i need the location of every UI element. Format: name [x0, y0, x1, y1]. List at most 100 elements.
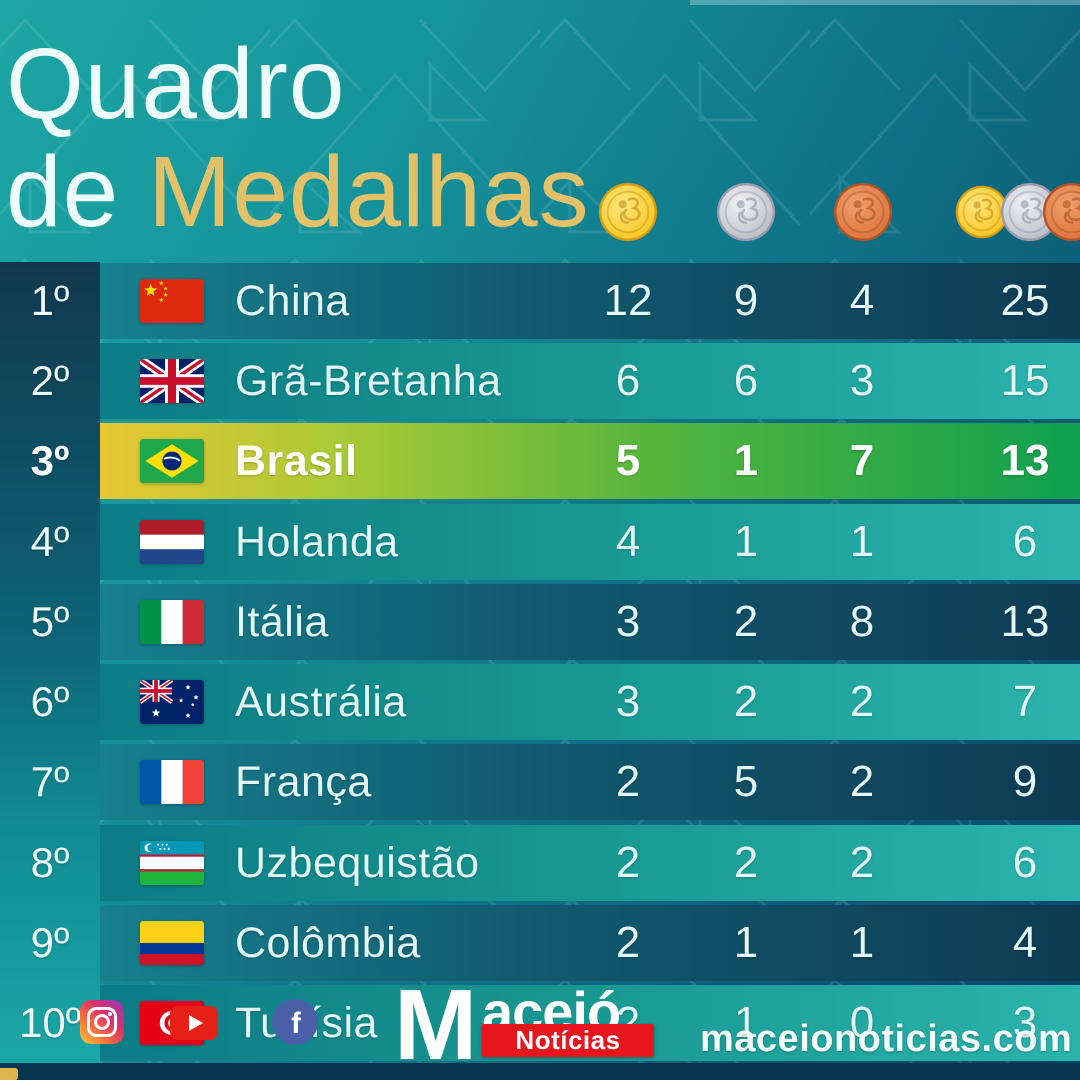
rank-column-strip	[0, 262, 100, 1063]
country-name: Brasil	[235, 437, 358, 485]
row-background	[100, 905, 1080, 981]
total-count: 15	[1000, 356, 1050, 405]
table-row-franca: 7º França 2 5 2 9	[0, 744, 1080, 820]
brand-logo-initial: M	[394, 969, 478, 1080]
silver-count: 6	[733, 356, 759, 405]
gold-medal-icon	[597, 181, 659, 248]
rank-label: 7º	[30, 758, 70, 805]
gold-count: 2	[615, 838, 641, 887]
all-medals-gold-icon	[954, 184, 1010, 245]
bronze-count: 1	[849, 517, 875, 566]
bronze-count: 1	[849, 918, 875, 967]
total-count: 4	[1012, 918, 1038, 967]
table-row-china: 1º China 12 9 4 25	[0, 263, 1080, 339]
uz-flag-icon	[140, 841, 204, 885]
silver-count: 2	[733, 597, 759, 646]
gb-flag-icon	[140, 359, 204, 403]
title-accent: Medalhas	[148, 136, 590, 248]
website-link[interactable]: maceionoticias.com	[700, 1018, 1073, 1060]
country-name: Itália	[235, 598, 329, 646]
total-count: 13	[1000, 597, 1050, 646]
silver-medal-icon	[715, 181, 777, 248]
country-name: China	[235, 277, 350, 325]
row-background	[100, 504, 1080, 580]
rank-label: 10º	[18, 999, 82, 1046]
total-count: 7	[1012, 677, 1038, 726]
gold-count: 4	[615, 517, 641, 566]
table-row-australia: 6º Austrália 3 2 2 7	[0, 664, 1080, 740]
all-medals-bronze-icon	[1041, 181, 1080, 248]
nl-flag-icon	[140, 520, 204, 564]
page-title: Quadro de Medalhas	[6, 30, 590, 246]
cn-flag-icon	[140, 279, 204, 323]
table-row-holanda: 4º Holanda 4 1 1 6	[0, 504, 1080, 580]
country-name: Holanda	[235, 518, 399, 566]
silver-count: 1	[733, 517, 759, 566]
silver-count: 1	[733, 436, 759, 485]
bronze-count: 7	[849, 436, 875, 485]
total-count: 6	[1012, 838, 1038, 887]
gold-count: 6	[615, 356, 641, 405]
bronze-count: 2	[849, 838, 875, 887]
brand-logo-tagline: Notícias	[482, 1024, 654, 1057]
table-row-gra-bretanha: 2º Grã-Bretanha 6 6 3 15	[0, 343, 1080, 419]
country-name: Colômbia	[235, 919, 421, 967]
row-background	[100, 744, 1080, 820]
rank-label: 6º	[30, 678, 70, 725]
rank-label: 8º	[30, 839, 70, 886]
fr-flag-icon	[140, 760, 204, 804]
table-row-colombia: 9º Colômbia 2 1 1 4	[0, 905, 1080, 981]
bronze-medal-icon	[832, 181, 894, 248]
table-row-brasil: 3º Brasil 5 1 7 13	[0, 423, 1080, 499]
au-flag-icon	[140, 680, 204, 724]
bronze-count: 2	[849, 677, 875, 726]
silver-count: 9	[733, 276, 759, 325]
gold-count: 12	[603, 276, 653, 325]
country-name: Austrália	[235, 678, 407, 726]
highlight-row-background	[100, 423, 1080, 499]
table-row-uzbequistao: 8º Uzbequistão 2 2 2 6	[0, 825, 1080, 901]
silver-count: 1	[733, 918, 759, 967]
country-name: Grã-Bretanha	[235, 357, 502, 405]
gold-corner-chip	[0, 1068, 18, 1080]
rank-label: 4º	[30, 518, 70, 565]
rank-label: 5º	[30, 598, 70, 645]
row-background	[100, 263, 1080, 339]
row-background	[100, 664, 1080, 740]
table-row-italia: 5º Itália 3 2 8 13	[0, 584, 1080, 660]
bronze-count: 3	[849, 356, 875, 405]
total-count: 13	[1000, 436, 1050, 485]
total-count: 25	[1000, 276, 1050, 325]
instagram-icon[interactable]	[80, 1000, 124, 1049]
br-flag-icon	[140, 439, 204, 483]
silver-count: 1	[733, 998, 759, 1047]
total-count: 3	[1012, 998, 1038, 1047]
gold-count: 2	[615, 757, 641, 806]
total-count: 9	[1012, 757, 1038, 806]
bottom-bar	[0, 1063, 1080, 1080]
silver-count: 5	[733, 757, 759, 806]
bronze-count: 0	[849, 998, 875, 1047]
bronze-count: 8	[849, 597, 875, 646]
silver-count: 2	[733, 838, 759, 887]
all-medals-silver-icon	[999, 181, 1061, 248]
silver-count: 2	[733, 677, 759, 726]
top-edge-glare	[690, 0, 1080, 5]
gold-count: 5	[615, 436, 641, 485]
bronze-count: 2	[849, 757, 875, 806]
bronze-count: 4	[849, 276, 875, 325]
it-flag-icon	[140, 600, 204, 644]
svg-text:f: f	[291, 1007, 302, 1040]
title-line1: Quadro	[6, 28, 346, 140]
rank-label: 2º	[30, 357, 70, 404]
country-name: França	[235, 758, 372, 806]
co-flag-icon	[140, 921, 204, 965]
rank-label: 1º	[30, 277, 70, 324]
row-background	[100, 825, 1080, 901]
gold-count: 2	[615, 918, 641, 967]
facebook-icon[interactable]: f	[272, 999, 318, 1050]
youtube-icon[interactable]	[170, 1006, 218, 1045]
gold-count: 3	[615, 677, 641, 726]
row-background	[100, 343, 1080, 419]
